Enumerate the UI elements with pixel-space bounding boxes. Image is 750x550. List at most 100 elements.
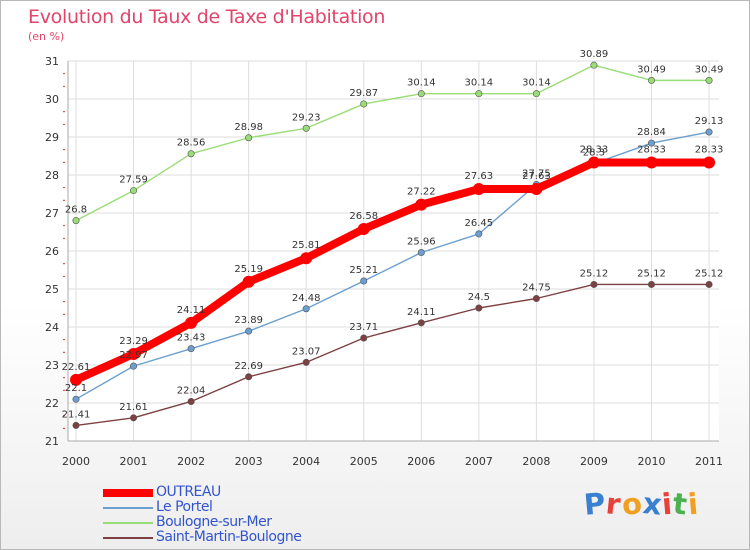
x-tick-label: 2006 — [407, 455, 435, 468]
data-label: 23.07 — [292, 346, 321, 357]
legend-label: Boulogne-sur-Mer — [156, 514, 272, 530]
data-label: 26.45 — [465, 218, 494, 229]
legend-swatch — [103, 507, 153, 509]
data-point — [532, 294, 540, 302]
data-label: 25.12 — [580, 268, 609, 279]
data-label: 24.11 — [177, 305, 206, 316]
data-label: 23.43 — [177, 333, 206, 344]
data-label: 27.63 — [465, 171, 494, 182]
x-tick-label: 2007 — [465, 455, 493, 468]
legend-swatch — [103, 489, 153, 497]
data-point — [72, 395, 80, 403]
proxiti-logo: Proxiti — [582, 486, 701, 522]
data-point — [187, 150, 195, 158]
data-point — [245, 373, 253, 381]
data-label: 28.3 — [583, 148, 605, 159]
data-point — [417, 319, 425, 327]
data-point — [530, 183, 543, 196]
data-label: 30.14 — [522, 78, 551, 89]
data-point — [472, 183, 485, 196]
y-tick-label: 22 — [45, 397, 59, 410]
data-label: 24.75 — [522, 283, 551, 294]
x-tick-label: 2000 — [62, 455, 90, 468]
data-point — [417, 249, 425, 257]
data-point — [360, 277, 368, 285]
data-label: 30.49 — [637, 64, 666, 75]
data-label: 23.71 — [349, 322, 378, 333]
data-point — [245, 327, 253, 335]
y-tick-label: 24 — [45, 321, 59, 334]
data-label: 24.48 — [292, 293, 321, 304]
x-tick-label: 2002 — [177, 455, 205, 468]
data-point — [590, 280, 598, 288]
y-tick-label: 25 — [45, 283, 59, 296]
data-label: 25.12 — [637, 268, 666, 279]
data-point — [360, 334, 368, 342]
series-line — [75, 283, 710, 427]
y-tick-label: 21 — [45, 435, 59, 448]
data-label: 30.89 — [580, 49, 609, 60]
series-line — [75, 64, 710, 222]
data-point — [703, 156, 716, 169]
x-tick-label: 2005 — [350, 455, 378, 468]
data-label: 30.14 — [407, 78, 436, 89]
data-label: 29.87 — [349, 88, 378, 99]
data-label: 29.13 — [695, 116, 724, 127]
y-tick-label: 28 — [45, 169, 59, 182]
data-point — [475, 304, 483, 312]
data-label: 28.98 — [234, 122, 263, 133]
data-label: 21.61 — [119, 402, 148, 413]
data-point — [242, 275, 255, 288]
data-label: 25.19 — [234, 264, 263, 275]
data-point — [130, 414, 138, 422]
data-point — [647, 76, 655, 84]
data-label: 25.81 — [292, 240, 321, 251]
data-point — [302, 358, 310, 366]
data-label: 28.33 — [580, 144, 609, 155]
data-point — [302, 124, 310, 132]
data-label: 28.33 — [695, 144, 724, 155]
data-point — [705, 128, 713, 136]
x-tick-label: 2009 — [580, 455, 608, 468]
data-point — [70, 373, 82, 386]
data-point — [647, 139, 655, 147]
y-tick-label: 30 — [45, 93, 59, 106]
data-point — [415, 198, 428, 211]
data-point — [475, 230, 483, 238]
data-label: 30.49 — [695, 64, 724, 75]
data-label: 23.89 — [234, 315, 263, 326]
data-point — [245, 134, 253, 142]
x-tick-label: 2008 — [522, 455, 550, 468]
y-tick-label: 29 — [45, 131, 59, 144]
data-label: 27.63 — [522, 171, 551, 182]
data-point — [72, 421, 80, 429]
data-point — [705, 280, 713, 288]
data-point — [645, 156, 658, 169]
data-label: 26.58 — [349, 211, 378, 222]
legend-label: Le Portel — [156, 499, 213, 515]
y-tick-label: 26 — [45, 245, 59, 258]
legend-swatch — [103, 522, 153, 524]
data-point — [302, 305, 310, 313]
data-point — [185, 316, 198, 329]
data-point — [72, 217, 80, 225]
data-label: 28.33 — [637, 144, 666, 155]
data-point — [187, 345, 195, 353]
x-tick-label: 2001 — [120, 455, 148, 468]
data-point — [475, 90, 483, 98]
data-point — [532, 90, 540, 98]
data-label: 23.29 — [119, 336, 148, 347]
data-label: 28.84 — [637, 127, 666, 138]
data-point — [647, 280, 655, 288]
data-point — [127, 347, 140, 360]
x-tick-label: 2010 — [638, 455, 666, 468]
legend-label: OUTREAU — [156, 484, 221, 500]
x-tick-label: 2003 — [235, 455, 263, 468]
data-point — [587, 156, 600, 169]
chart-unit-label: (en %) — [28, 30, 65, 43]
data-label: 22.04 — [177, 385, 206, 396]
data-point — [705, 76, 713, 84]
data-label: 21.41 — [62, 409, 91, 420]
series-line — [72, 158, 714, 384]
data-label: 25.12 — [695, 268, 724, 279]
